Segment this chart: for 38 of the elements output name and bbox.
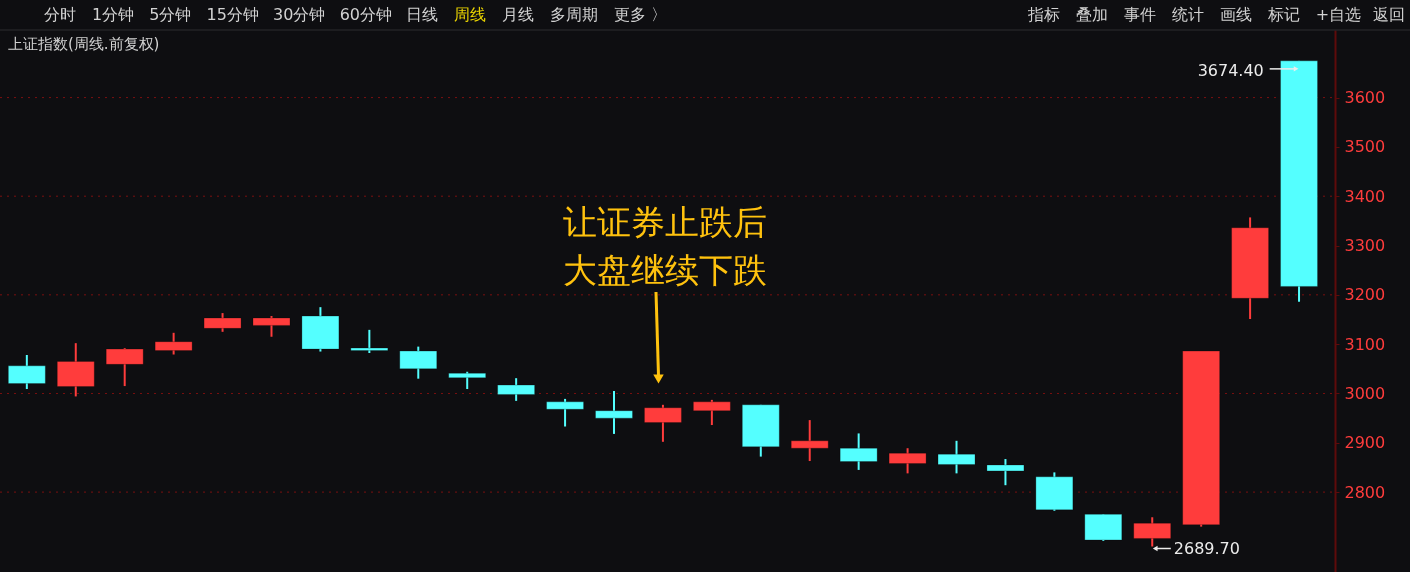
y-tick-label: 3300: [1344, 236, 1386, 256]
candlestick: [790, 419, 829, 463]
annotation: 3674.40: [1197, 60, 1264, 80]
text: 日线: [406, 5, 439, 24]
text: 叠加: [1075, 5, 1108, 24]
annotation: 2689.70: [1173, 538, 1240, 558]
text: 统计: [1171, 5, 1204, 24]
text: 30分钟: [273, 5, 326, 24]
text: 周线: [454, 5, 487, 24]
text: 返回: [1373, 5, 1405, 24]
candlestick: [546, 397, 585, 428]
annotation: 让证券止跌后大盘继续下跌: [563, 202, 767, 290]
text: 多周期: [550, 5, 599, 24]
text: 月线: [502, 5, 535, 24]
y-tick-label: 3200: [1344, 285, 1386, 305]
text: 指标: [1026, 5, 1060, 24]
y-tick-label: 3600: [1344, 88, 1386, 108]
text: 60分钟: [339, 5, 393, 24]
candlestick: [986, 458, 1025, 487]
text: 15分钟: [206, 5, 259, 24]
y-tick-label: 3500: [1344, 137, 1386, 157]
y-tick-label: 2800: [1344, 482, 1386, 502]
candlestick: [692, 398, 731, 427]
text: 分时: [44, 5, 76, 24]
chart-title: 上证指数(周线.前复权): [8, 35, 160, 53]
text: 1分钟: [92, 5, 135, 24]
text: 画线: [1219, 5, 1252, 24]
text: 更多 〉: [614, 5, 668, 24]
y-tick-label: 2900: [1344, 433, 1386, 453]
candlestick: [350, 328, 389, 355]
text: 事件: [1123, 5, 1156, 24]
text: 标记: [1266, 5, 1300, 24]
y-tick-label: 3400: [1344, 186, 1386, 206]
candlestick: [595, 390, 633, 435]
text: 5分钟: [149, 5, 192, 24]
y-tick-label: 3100: [1344, 334, 1386, 354]
y-tick-label: 3000: [1344, 383, 1386, 403]
text: +自选: [1315, 5, 1362, 24]
